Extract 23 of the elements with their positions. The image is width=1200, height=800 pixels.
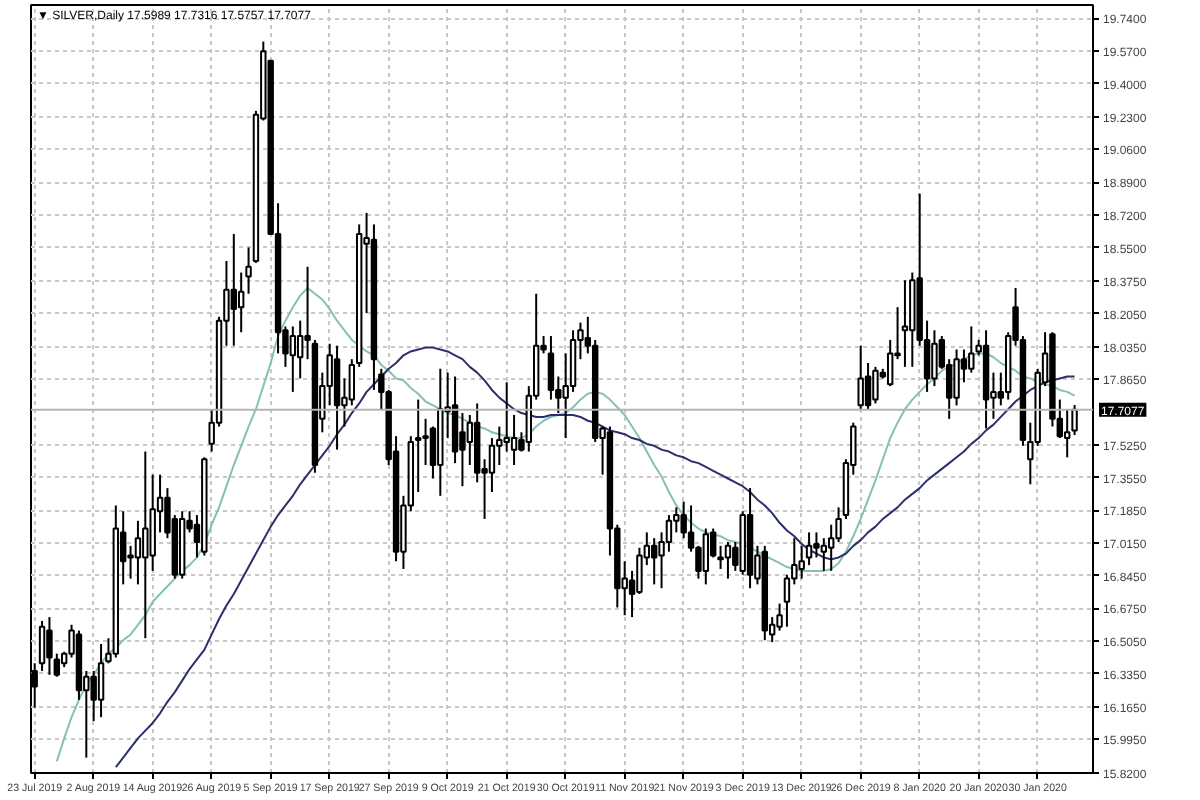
candlestick (466, 413, 474, 467)
candlestick (46, 616, 53, 676)
candlestick (702, 527, 710, 586)
candlestick (827, 523, 835, 572)
candlestick (333, 344, 341, 451)
candlestick (142, 450, 149, 640)
candlestick (289, 325, 297, 393)
line-series (55, 286, 1076, 763)
candlestick (230, 233, 238, 347)
candlestick (724, 541, 732, 580)
candlestick (1063, 408, 1071, 459)
candlestick (901, 279, 909, 368)
candlestick (886, 338, 894, 388)
line-series (114, 346, 1076, 769)
candlestick (650, 537, 658, 586)
candlestick (968, 325, 975, 374)
candlestick (857, 344, 864, 411)
candlestick (134, 519, 142, 586)
candlestick (237, 271, 245, 334)
candlestick (97, 643, 105, 719)
candlestick (931, 329, 938, 388)
candlestick (459, 412, 466, 488)
candlestick (872, 365, 879, 405)
